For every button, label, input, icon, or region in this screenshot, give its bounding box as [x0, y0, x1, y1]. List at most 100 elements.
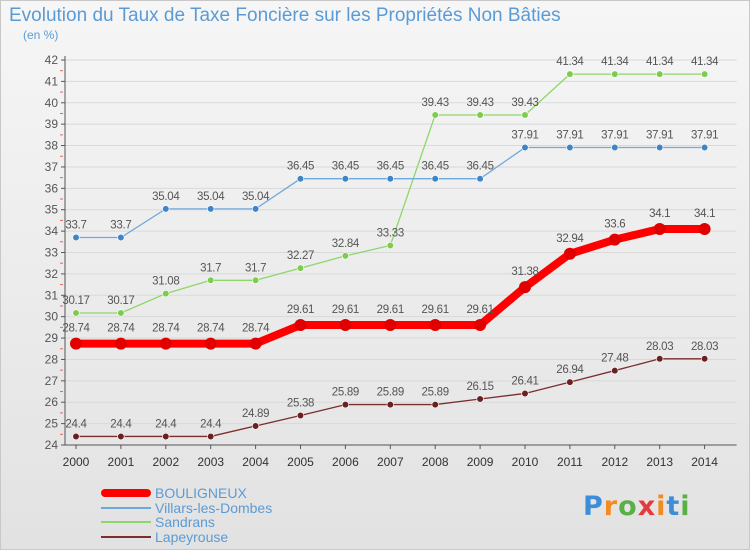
data-label: 29.61	[332, 304, 359, 316]
data-point	[431, 400, 439, 409]
data-label: 25.89	[332, 387, 359, 399]
data-label: 28.74	[62, 323, 90, 335]
unit-label: (en %)	[23, 28, 59, 42]
data-point	[296, 175, 305, 183]
x-tick-label: 2014	[691, 455, 718, 469]
x-tick-label: 2006	[332, 455, 359, 469]
y-tick-label: 28	[45, 352, 59, 366]
logo-letter: i	[680, 491, 691, 522]
data-label: 27.48	[601, 353, 628, 365]
data-point	[386, 175, 394, 183]
logo-letter: i	[656, 491, 667, 522]
legend-label: Sandrans	[155, 514, 215, 531]
legend-label: BOULIGNEUX	[155, 485, 247, 502]
data-label: 31.7	[200, 262, 221, 274]
legend-item: Lapeyrouse	[101, 530, 272, 545]
data-label: 41.34	[601, 56, 629, 68]
data-label: 37.91	[691, 129, 718, 141]
data-label: 41.34	[646, 56, 674, 68]
proxiti-logo: Proxiti	[583, 491, 691, 522]
data-point	[431, 175, 439, 183]
x-tick-label: 2000	[63, 455, 90, 469]
data-point	[611, 366, 619, 375]
y-tick-label: 30	[45, 310, 59, 324]
data-point	[608, 233, 621, 246]
data-label: 26.41	[511, 375, 538, 387]
y-tick-label: 29	[45, 331, 59, 345]
y-tick-label: 38	[45, 139, 59, 153]
data-label: 24.4	[110, 418, 132, 430]
legend-item: BOULIGNEUX	[101, 486, 272, 501]
data-label: 33.7	[65, 220, 86, 232]
data-point	[162, 205, 170, 213]
x-tick-label: 2007	[377, 455, 404, 469]
data-label: 24.4	[155, 418, 177, 430]
y-tick-label: 35	[45, 203, 59, 217]
data-point	[207, 276, 215, 284]
data-label: 36.45	[332, 161, 359, 173]
data-point	[384, 319, 397, 332]
data-label: 28.03	[691, 341, 718, 353]
series-bouligneux: 28.74 28.74 28.74 28.74 28.74 29.61 29.61 29.61…	[62, 208, 715, 350]
data-point	[117, 309, 125, 317]
data-label: 33.7	[110, 220, 131, 232]
data-point	[252, 276, 260, 284]
data-point	[476, 111, 484, 119]
legend-swatch	[101, 521, 151, 524]
data-label: 35.04	[242, 191, 270, 203]
data-point	[252, 205, 260, 213]
logo-letter: x	[637, 491, 657, 522]
legend-label: Lapeyrouse	[155, 528, 229, 545]
data-label: 34.1	[694, 208, 715, 220]
data-point	[656, 70, 664, 78]
chart-title: Evolution du Taux de Taxe Foncière sur l…	[9, 5, 561, 26]
data-point	[521, 389, 529, 398]
data-label: 36.45	[287, 161, 314, 173]
y-tick-label: 31	[45, 288, 59, 302]
logo-letter: t	[666, 491, 681, 522]
x-tick-label: 2004	[242, 455, 269, 469]
data-point	[252, 422, 260, 430]
y-tick-label: 34	[45, 224, 59, 238]
data-point	[656, 143, 664, 152]
data-label: 30.17	[107, 295, 134, 307]
data-label: 36.45	[377, 161, 404, 173]
data-point	[700, 70, 709, 78]
legend-item: Sandrans	[101, 515, 272, 530]
data-point	[207, 432, 215, 441]
x-tick-label: 2003	[197, 455, 224, 469]
x-tick-label: 2009	[467, 455, 494, 469]
y-tick-label: 24	[45, 438, 59, 452]
x-tick-label: 2008	[422, 455, 449, 469]
data-point	[431, 111, 439, 119]
data-point	[207, 205, 215, 213]
legend-label: Villars-les-Dombes	[155, 499, 273, 516]
y-tick-label: 39	[45, 117, 59, 131]
y-tick-label: 41	[45, 74, 59, 88]
x-tick-label: 2013	[646, 455, 673, 469]
legend-swatch	[101, 535, 151, 538]
data-label: 36.45	[466, 161, 493, 173]
data-point	[72, 432, 80, 441]
data-point	[521, 111, 529, 119]
data-label: 39.43	[422, 97, 449, 109]
data-point	[611, 70, 619, 78]
data-point	[656, 355, 664, 363]
y-tick-label: 42	[45, 53, 59, 67]
legend-swatch	[101, 506, 151, 509]
data-label: 25.38	[287, 397, 314, 409]
data-point	[296, 411, 305, 420]
data-point	[521, 143, 529, 152]
y-tick-label: 32	[45, 267, 59, 281]
data-label: 25.89	[377, 387, 404, 399]
data-label: 26.15	[466, 381, 493, 393]
data-point	[563, 247, 576, 260]
x-tick-label: 2010	[512, 455, 539, 469]
data-point	[70, 337, 82, 350]
data-label: 28.03	[646, 341, 673, 353]
data-label: 25.89	[422, 387, 449, 399]
y-tick-label: 25	[45, 417, 59, 431]
data-point	[341, 400, 350, 409]
legend: BOULIGNEUX Villars-les-Dombes Sandrans Lape…	[101, 486, 272, 544]
